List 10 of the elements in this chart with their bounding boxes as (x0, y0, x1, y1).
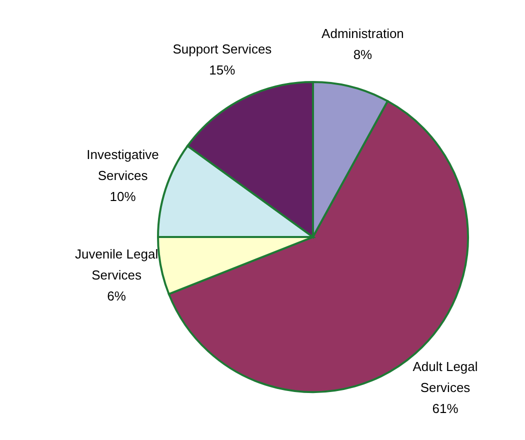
data-label: 15% (209, 62, 236, 77)
slice-label: Investigative Services (86, 146, 159, 183)
data-label: 10% (110, 188, 136, 204)
slice-label: Adult Legal Services (412, 358, 478, 395)
slice-label: Support Services (172, 40, 272, 56)
data-label: 6% (107, 288, 126, 303)
slice-label: Administration (322, 25, 404, 40)
data-label: 61% (432, 400, 459, 416)
data-label: 8% (353, 46, 373, 62)
slice-label: Juvenile Legal Services (74, 246, 158, 282)
